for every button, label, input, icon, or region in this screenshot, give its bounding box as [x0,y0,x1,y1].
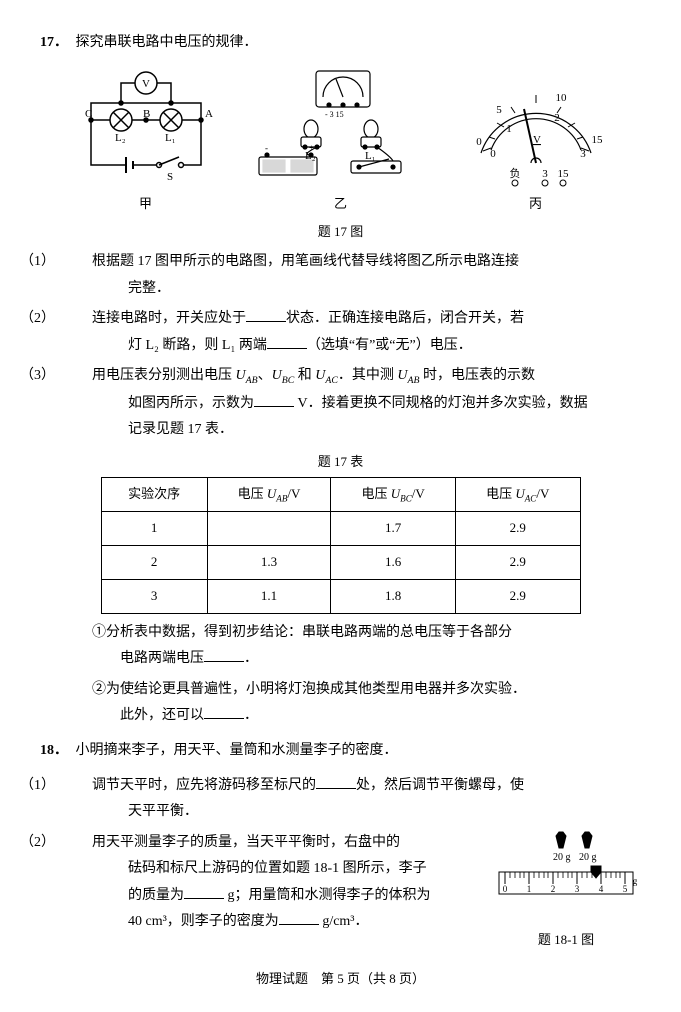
th: 实验次序 [101,477,207,512]
svg-text:2: 2 [554,112,560,124]
blank [184,884,224,899]
q17-table: 实验次序 电压 UAB/V 电压 UBC/V 电压 UAC/V 1 1.7 2.… [101,477,581,614]
svg-text:15: 15 [591,134,603,146]
blank [204,647,244,662]
svg-text:0: 0 [476,136,482,148]
table-row: 2 1.3 1.6 2.9 [101,546,580,580]
q18-fig: 20 g 20 g [491,826,641,953]
q17-circ1-cont: 电路两端电压． [40,646,641,673]
q18-stem: 小明摘来李子，用天平、量筒和水测量李子的密度． [76,743,398,758]
q17-sub2-cont-b: （选填“有”或“无”）电压． [307,338,472,353]
svg-text:3: 3 [542,168,548,180]
question-18: 18． 小明摘来李子，用天平、量筒和水测量李子的密度． [40,738,641,765]
q17-sub2-t1: 连接电路时，开关应处于 [92,311,246,326]
svg-text:20 g: 20 g [553,852,571,863]
q17-circ2: ②为使结论更具普遍性，小明将灯泡换成其他类型用电器并多次实验． [40,677,641,704]
blank [279,910,319,925]
svg-text:g: g [633,876,638,886]
q17-sub3-cont1: 如图丙所示，示数为 V．接着更换不同规格的灯泡并多次实验，数据 [40,391,641,418]
svg-text:V: V [142,78,150,90]
q17-sub1-text: 根据题 17 图甲所示的电路图，用笔画线代替导线将图乙所示电路连接 [92,254,519,269]
q17-sub3: （3）用电压表分别测出电压 UAB、UBC 和 UAC．其中测 UAB 时，电压… [40,363,641,390]
table-row: 3 1.1 1.8 2.9 [101,579,580,613]
q17-fig-a-label: 甲 [71,192,221,217]
svg-text:负: 负 [509,166,520,180]
svg-text:3: 3 [580,148,586,160]
table-row: 1 1.7 2.9 [101,512,580,546]
q17-sub2-paren: （2） [56,306,92,333]
q18-fig-caption: 题 18-1 图 [491,928,641,953]
q18-sub1: （1）调节天平时，应先将游码移至标尺的处，然后调节平衡螺母，使 [40,773,641,800]
q17-sub3-t1: 用电压表分别测出电压 [92,368,236,383]
page-footer: 物理试题 第 5 页（共 8 页） [40,967,641,992]
q17-sub1-paren: （1） [56,249,92,276]
blank [254,392,294,407]
q17-sub3-cont2: 记录见题 17 表． [40,417,641,444]
q17-fig-b: - 3 15 - + [241,65,441,217]
q17-circ2-cont: 此外，还可以． [40,703,641,730]
svg-text:L₁: L₁ [365,150,376,162]
svg-text:4: 4 [599,884,604,894]
q17-fig-b-label: 乙 [241,192,441,217]
q17-stem: 探究串联电路中电压的规律． [76,35,258,50]
table-row: 实验次序 电压 UAB/V 电压 UBC/V 电压 UAC/V [101,477,580,512]
q17-sub2-t2: 状态．正确连接电路后，闭合开关，若 [286,311,524,326]
svg-text:1: 1 [506,123,512,135]
q18-sub2: （2）用天平测量李子的质量，当天平平衡时，右盘中的 [40,830,483,857]
svg-text:1: 1 [527,884,532,894]
q17-sub2-cont: 灯 L₂ 断路，则 L₁ 两端 （选填“有”或“无”）电压． [40,333,641,360]
blank [316,774,356,789]
q17-sub1: （1）根据题 17 图甲所示的电路图，用笔画线代替导线将图乙所示电路连接 [40,249,641,276]
q17-circ1: ①分析表中数据，得到初步结论：串联电路两端的总电压等于各部分 [40,620,641,647]
circ2-mark: ② [92,682,106,697]
svg-text:10: 10 [555,92,567,104]
q17-figures-row: V [40,65,641,217]
svg-text:-: - [265,143,268,153]
svg-text:A: A [205,108,213,120]
q17-table-title: 题 17 表 [40,450,641,475]
svg-text:L₂: L₂ [305,150,316,162]
svg-text:L₂: L₂ [115,132,126,144]
q18-sub2-row: （2）用天平测量李子的质量，当天平平衡时，右盘中的 砝码和标尺上游码的位置如题 … [40,826,641,953]
th: 电压 UAB/V [207,477,331,512]
svg-text:5: 5 [496,104,502,116]
q17-number: 17． [40,30,72,57]
q17-fig-a: V [71,65,221,217]
svg-text:0: 0 [490,148,496,160]
blank [267,334,307,349]
q17-sub2: （2）连接电路时，开关应处于 状态．正确连接电路后，闭合开关，若 [40,306,641,333]
svg-text:V: V [533,134,541,146]
svg-text:15: 15 [557,168,569,180]
q18-number: 18． [40,738,72,765]
q17-fig-caption: 题 17 图 [40,220,641,245]
svg-text:0: 0 [503,884,508,894]
svg-text:L₁: L₁ [165,132,176,144]
q17-sub3-paren: （3） [56,363,92,390]
q17-sub1-cont: 完整． [40,276,641,303]
svg-text:20 g: 20 g [579,852,597,863]
svg-text:B: B [143,108,150,120]
q17-fig-c: 0 5 10 15 0 1 2 3 V 负 3 15 丙 [461,65,611,217]
th: 电压 UBC/V [331,477,456,512]
th: 电压 UAC/V [455,477,580,512]
question-17: 17． 探究串联电路中电压的规律． [40,30,641,57]
svg-text:2: 2 [551,884,556,894]
circ1-mark: ① [92,625,106,640]
svg-text:3: 3 [575,884,580,894]
q17-sub2-cont-a: 灯 L₂ 断路，则 L₁ 两端 [128,338,267,353]
svg-text:5: 5 [623,884,628,894]
svg-text:C: C [85,108,92,120]
blank [204,704,244,719]
svg-text:S: S [167,171,173,183]
blank [246,307,286,322]
q18-sub2-text: （2）用天平测量李子的质量，当天平平衡时，右盘中的 砝码和标尺上游码的位置如题 … [40,826,483,936]
q18-sub1-cont: 天平平衡． [40,799,641,826]
svg-text:- 3 15: - 3 15 [325,110,344,119]
q17-fig-c-label: 丙 [461,192,611,217]
